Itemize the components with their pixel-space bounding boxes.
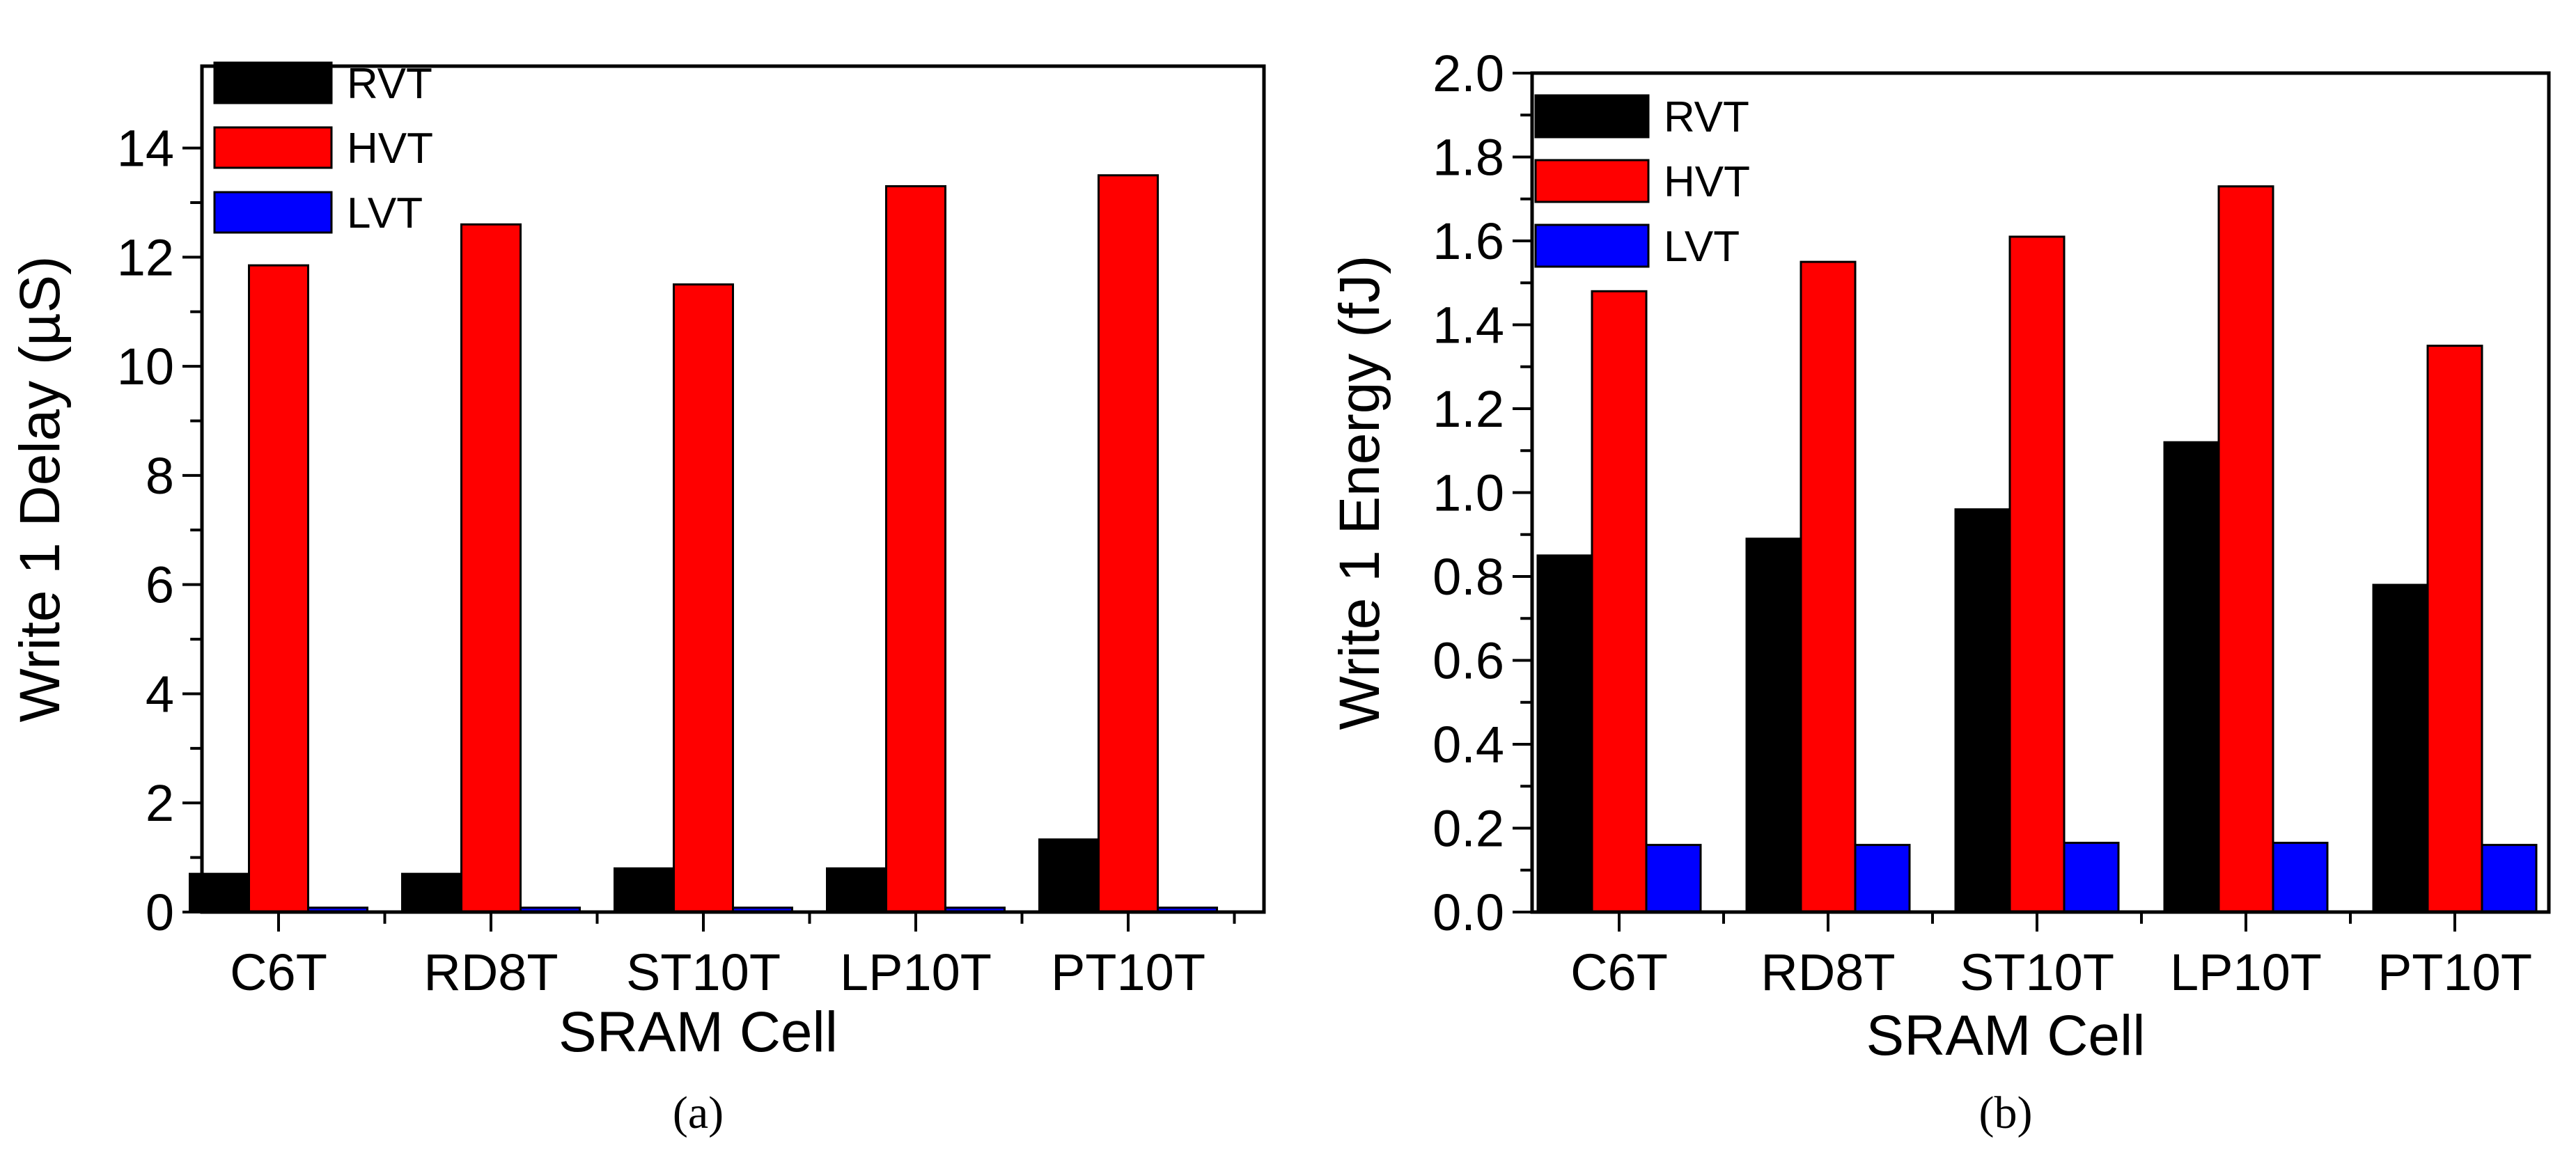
panel-label: (a) xyxy=(673,1088,724,1138)
y-tick-label: 0.6 xyxy=(1433,632,1504,690)
bar-rvt-c6t xyxy=(189,872,250,913)
legend-label-hvt: HVT xyxy=(347,125,433,173)
y-tick-label: 1.2 xyxy=(1433,380,1504,438)
x-tick-label: PT10T xyxy=(2378,943,2532,1001)
bar-lvt-rd8t xyxy=(1854,844,1911,913)
bar-hvt-st10t xyxy=(673,283,734,913)
bar-rvt-rd8t xyxy=(1745,537,1802,913)
x-tick-label: C6T xyxy=(1570,943,1668,1001)
plot-frame xyxy=(200,64,1266,914)
legend-label-lvt: LVT xyxy=(1664,223,1740,271)
y-tick-label: 1.6 xyxy=(1433,212,1504,270)
legend-swatch-hvt xyxy=(213,126,333,169)
bar-hvt-lp10t xyxy=(2217,185,2274,913)
bar-lvt-lp10t xyxy=(2272,842,2329,913)
bar-rvt-lp10t xyxy=(2163,441,2220,913)
bar-lvt-st10t xyxy=(2063,842,2120,913)
x-tick-label: ST10T xyxy=(1960,943,2114,1001)
bar-rvt-pt10t xyxy=(2372,583,2429,913)
x-tick-label: RD8T xyxy=(423,943,558,1001)
y-tick-label: 2 xyxy=(146,774,174,832)
plot-frame xyxy=(1530,71,2551,914)
legend-label-rvt: RVT xyxy=(1664,93,1749,141)
bar-hvt-pt10t xyxy=(2426,345,2483,913)
y-tick-label: 6 xyxy=(146,556,174,614)
y-tick-label: 14 xyxy=(117,120,174,178)
y-axis-title: Write 1 Energy (fJ) xyxy=(1328,256,1391,730)
legend-swatch-rvt xyxy=(213,61,333,104)
y-tick-label: 0.8 xyxy=(1433,548,1504,606)
y-tick-label: 4 xyxy=(146,665,174,723)
y-tick-label: 0.2 xyxy=(1433,800,1504,858)
bar-hvt-c6t xyxy=(248,264,309,913)
y-axis-title: Write 1 Delay (µS) xyxy=(8,256,72,723)
y-tick-label: 12 xyxy=(117,228,174,286)
x-axis-title: SRAM Cell xyxy=(559,1000,838,1064)
bar-rvt-c6t xyxy=(1536,554,1593,913)
y-tick-label: 1.0 xyxy=(1433,464,1504,522)
bar-rvt-rd8t xyxy=(401,872,462,913)
y-tick-label: 1.8 xyxy=(1433,129,1504,187)
legend-label-rvt: RVT xyxy=(347,60,432,108)
bar-lvt-pt10t xyxy=(2481,844,2538,913)
bar-rvt-st10t xyxy=(1954,508,2011,913)
y-tick-label: 1.4 xyxy=(1433,297,1504,354)
bar-hvt-c6t xyxy=(1591,290,1648,913)
bar-hvt-pt10t xyxy=(1098,174,1159,913)
y-tick-label: 8 xyxy=(146,447,174,505)
x-tick-label: LP10T xyxy=(840,943,992,1001)
bar-lvt-c6t xyxy=(1645,844,1702,913)
bar-rvt-st10t xyxy=(614,867,675,913)
x-axis-title: SRAM Cell xyxy=(1866,1004,2146,1067)
panel-label: (b) xyxy=(1979,1088,2033,1138)
y-tick-label: 0.0 xyxy=(1433,884,1504,941)
legend-label-lvt: LVT xyxy=(347,189,423,237)
panel-b: C6T RD8T ST10T LP10T PT10T 0.0 0.2 0.4 0.6 0.8 1.0… xyxy=(1328,45,2551,1138)
x-tick-label: RD8T xyxy=(1761,943,1895,1001)
x-tick-label: PT10T xyxy=(1051,943,1205,1001)
bar-hvt-lp10t xyxy=(885,184,946,913)
legend-label-hvt: HVT xyxy=(1664,158,1750,206)
panel-a: C6T RD8T ST10T LP10T PT10T 0 2 4 6 8 10 12 14 Write 1… xyxy=(8,60,1266,1138)
legend-swatch-lvt xyxy=(1534,223,1650,268)
x-tick-label: C6T xyxy=(230,943,327,1001)
bar-rvt-pt10t xyxy=(1038,838,1100,913)
y-tick-label: 10 xyxy=(117,338,174,395)
bar-hvt-rd8t xyxy=(1800,260,1857,913)
x-tick-label: ST10T xyxy=(626,943,781,1001)
legend-swatch-rvt xyxy=(1534,94,1650,139)
bar-hvt-rd8t xyxy=(460,223,522,913)
y-tick-label: 0.4 xyxy=(1433,716,1504,774)
bar-hvt-st10t xyxy=(2008,235,2066,913)
legend-swatch-lvt xyxy=(213,191,333,234)
y-tick-label: 2.0 xyxy=(1433,45,1504,102)
y-tick-label: 0 xyxy=(146,884,174,941)
legend-swatch-hvt xyxy=(1534,159,1650,203)
bar-rvt-lp10t xyxy=(826,867,887,913)
x-tick-label: LP10T xyxy=(2170,943,2322,1001)
